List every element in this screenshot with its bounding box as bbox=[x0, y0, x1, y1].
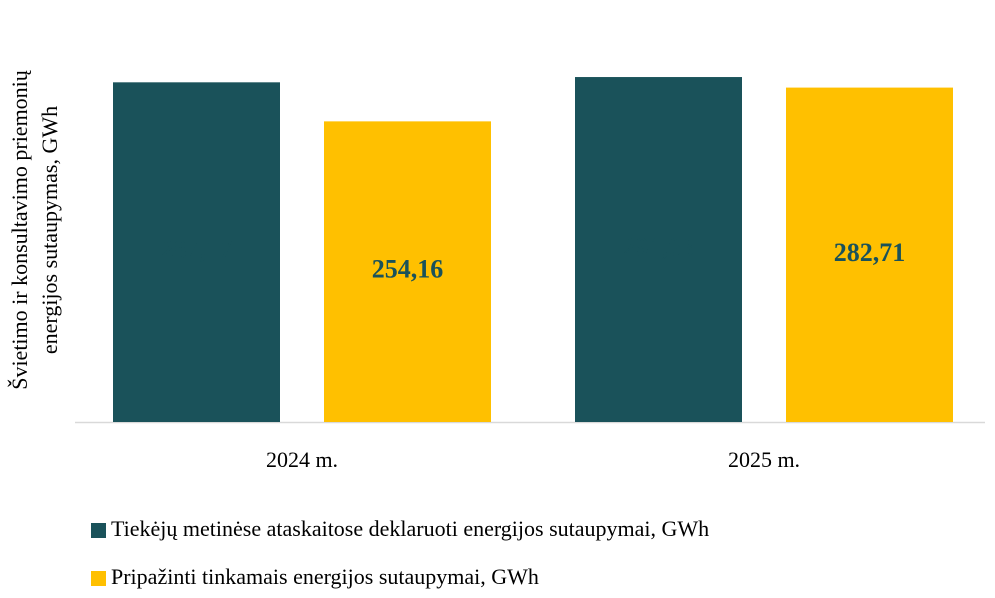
x-tick-label: 2025 m. bbox=[728, 447, 800, 472]
legend-label: Pripažinti tinkamais energijos sutaupyma… bbox=[111, 564, 539, 589]
y-axis-label: Švietimo ir konsultavimo priemonių bbox=[7, 69, 32, 390]
data-label: 282,71 bbox=[834, 238, 906, 267]
data-label: 291,63 bbox=[623, 232, 695, 261]
legend-swatch bbox=[91, 571, 106, 586]
legend-swatch bbox=[91, 523, 106, 538]
legend-label: Tiekėjų metinėse ataskaitose deklaruoti … bbox=[111, 516, 709, 541]
bar bbox=[575, 77, 742, 423]
bar bbox=[786, 87, 953, 423]
data-label: 254,16 bbox=[372, 255, 444, 284]
data-label: 287,17 bbox=[161, 235, 233, 264]
bar bbox=[113, 82, 280, 423]
x-tick-label: 2024 m. bbox=[266, 447, 338, 472]
y-axis-label: energijos sutaupymas, GWh bbox=[37, 106, 62, 354]
bar bbox=[324, 121, 491, 423]
